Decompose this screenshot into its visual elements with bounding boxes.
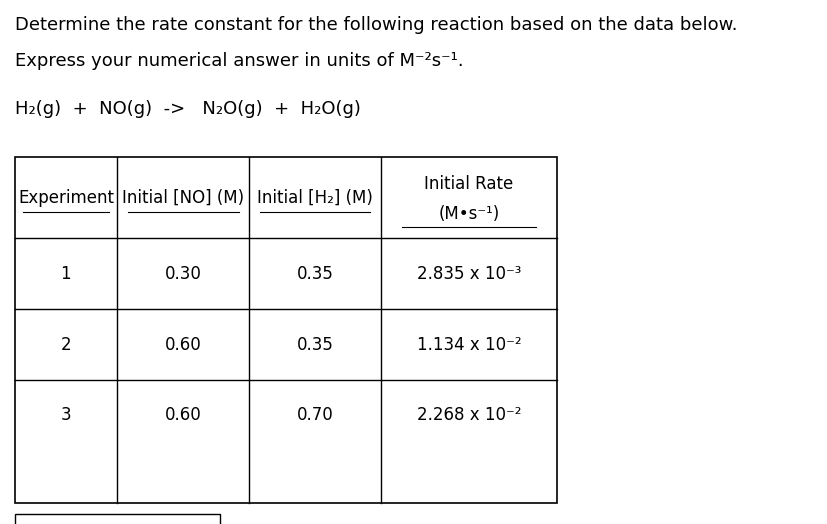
Text: Experiment: Experiment: [18, 189, 114, 207]
Text: Initial [H₂] (M): Initial [H₂] (M): [257, 189, 373, 207]
Text: 0.60: 0.60: [165, 335, 202, 354]
Text: 2: 2: [60, 335, 71, 354]
Text: 1.134 x 10⁻²: 1.134 x 10⁻²: [417, 335, 521, 354]
Text: 2.268 x 10⁻²: 2.268 x 10⁻²: [417, 406, 521, 424]
Text: 0.70: 0.70: [297, 406, 333, 424]
Text: H₂(g)  +  NO(g)  ->   N₂O(g)  +  H₂O(g): H₂(g) + NO(g) -> N₂O(g) + H₂O(g): [15, 100, 361, 117]
Text: 0.35: 0.35: [297, 265, 333, 283]
Text: 3: 3: [60, 406, 71, 424]
Bar: [15, 514, 220, 524]
Text: Initial [NO] (M): Initial [NO] (M): [122, 189, 244, 207]
Text: 1: 1: [60, 265, 71, 283]
Text: 0.60: 0.60: [165, 406, 202, 424]
Text: (M•s⁻¹): (M•s⁻¹): [438, 204, 500, 223]
Bar: [15, 157, 557, 503]
Text: 0.30: 0.30: [165, 265, 202, 283]
Text: 2.835 x 10⁻³: 2.835 x 10⁻³: [417, 265, 521, 283]
Text: Initial Rate: Initial Rate: [424, 175, 514, 193]
Text: Express your numerical answer in units of M⁻²s⁻¹.: Express your numerical answer in units o…: [15, 52, 463, 70]
Text: 0.35: 0.35: [297, 335, 333, 354]
Text: Determine the rate constant for the following reaction based on the data below.: Determine the rate constant for the foll…: [15, 16, 737, 34]
